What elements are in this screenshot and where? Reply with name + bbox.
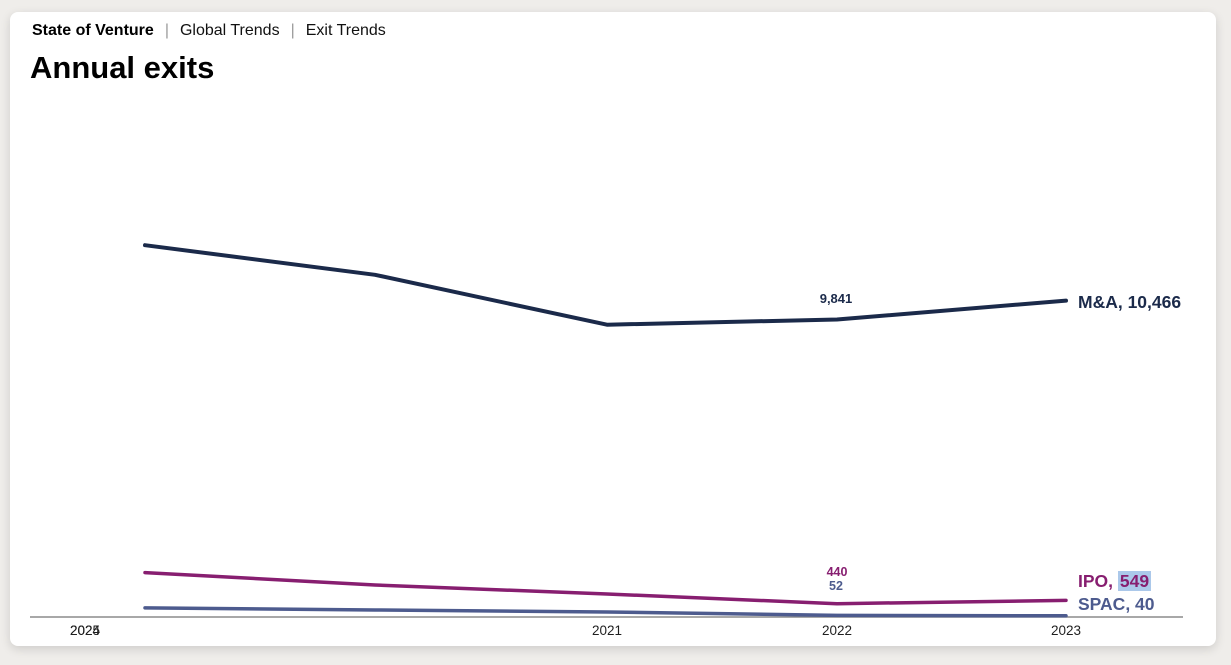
series-line-ipo <box>143 570 1068 606</box>
data-label-ma-2024: 9,841 <box>819 291 853 306</box>
x-tick-2022: 2022 <box>821 623 853 638</box>
breadcrumb-separator: | <box>290 22 295 39</box>
x-tick-2024: 2024 <box>69 623 101 638</box>
series-end-label-ma: M&A, 10,466 <box>1078 292 1182 312</box>
series-end-label-ipo-value-highlighted: 549 <box>1117 571 1152 591</box>
x-tick-2025: 2025 <box>69 623 101 638</box>
line-chart <box>30 243 1183 618</box>
report-card: State of Venture | Global Trends | Exit … <box>10 12 1216 646</box>
breadcrumb-brand: State of Venture <box>32 22 154 39</box>
data-label-spac-2024: 52 <box>829 579 843 593</box>
series-end-label-ipo-prefix: IPO, <box>1078 571 1118 591</box>
series-end-label-spac: SPAC, 40 <box>1078 594 1155 614</box>
series-line-spac <box>143 606 1068 618</box>
series-line-ma <box>143 243 1068 327</box>
breadcrumb: State of Venture | Global Trends | Exit … <box>32 19 386 43</box>
data-label-ipo-2024: 440 <box>826 565 848 579</box>
x-tick-2021: 2021 <box>591 623 623 638</box>
breadcrumb-separator: | <box>164 22 169 39</box>
nav-item-exit-trends[interactable]: Exit Trends <box>305 22 386 39</box>
x-tick-2023: 2023 <box>1050 623 1082 638</box>
nav-item-global-trends[interactable]: Global Trends <box>179 22 280 39</box>
page-title: Annual exits <box>30 50 215 85</box>
series-end-label-ipo: IPO, 549 <box>1078 571 1152 592</box>
